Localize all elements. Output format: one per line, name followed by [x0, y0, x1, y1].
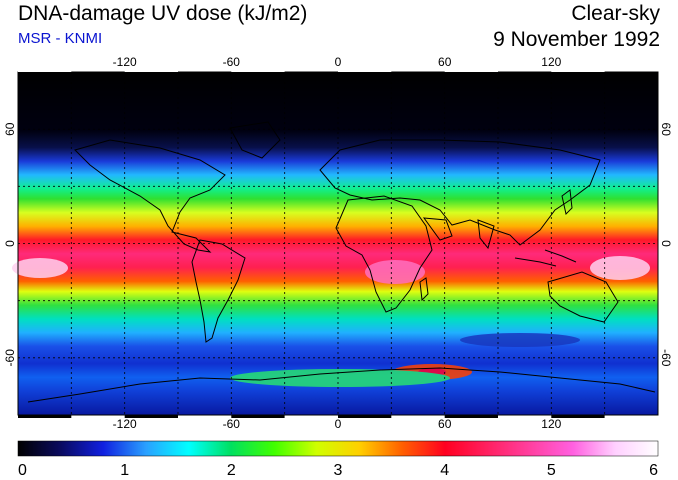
condition-label: Clear-sky — [571, 2, 660, 25]
colorbar-label: 2 — [227, 462, 236, 479]
lat-label: -60 — [3, 349, 17, 367]
colorbar-label: 0 — [18, 462, 27, 479]
colorbar-label: 5 — [547, 462, 556, 479]
lat-label: 0 — [659, 240, 673, 247]
lon-label: 120 — [541, 417, 561, 431]
lon-labels-top: -120 -60 0 60 120 — [113, 55, 562, 69]
frame-scale-bars — [18, 69, 605, 418]
lat-label: 60 — [659, 123, 673, 137]
colorbar-label: 1 — [120, 462, 129, 479]
lon-label: 0 — [335, 55, 342, 69]
date-label: 9 November 1992 — [493, 28, 660, 51]
lon-labels-bottom: -120 -60 0 60 120 — [113, 417, 562, 431]
lon-label: 120 — [541, 55, 561, 69]
lon-label: 60 — [438, 55, 452, 69]
lon-label: -120 — [113, 55, 137, 69]
lat-labels-right: 60 0 -60 — [659, 123, 673, 367]
colorbar-labels: 0 1 2 3 4 5 6 — [18, 462, 658, 479]
lat-label: 60 — [3, 122, 17, 136]
source-label: MSR - KNMI — [18, 30, 103, 47]
map-title: DNA-damage UV dose (kJ/m2) — [18, 2, 308, 25]
colorbar-label: 4 — [440, 462, 449, 479]
lon-label: 0 — [335, 417, 342, 431]
lon-label: -60 — [223, 417, 241, 431]
lat-label: -60 — [659, 349, 673, 367]
lat-label: 0 — [3, 240, 17, 247]
colorbar-label: 6 — [649, 462, 658, 479]
gridlines — [18, 72, 658, 415]
lon-label: 60 — [438, 417, 452, 431]
colorbar — [17, 440, 659, 457]
coastlines — [27, 121, 656, 403]
colorbar-label: 3 — [334, 462, 343, 479]
lat-labels-left: 60 0 -60 — [3, 122, 17, 366]
lon-label: -60 — [223, 55, 241, 69]
lon-label: -120 — [113, 417, 137, 431]
